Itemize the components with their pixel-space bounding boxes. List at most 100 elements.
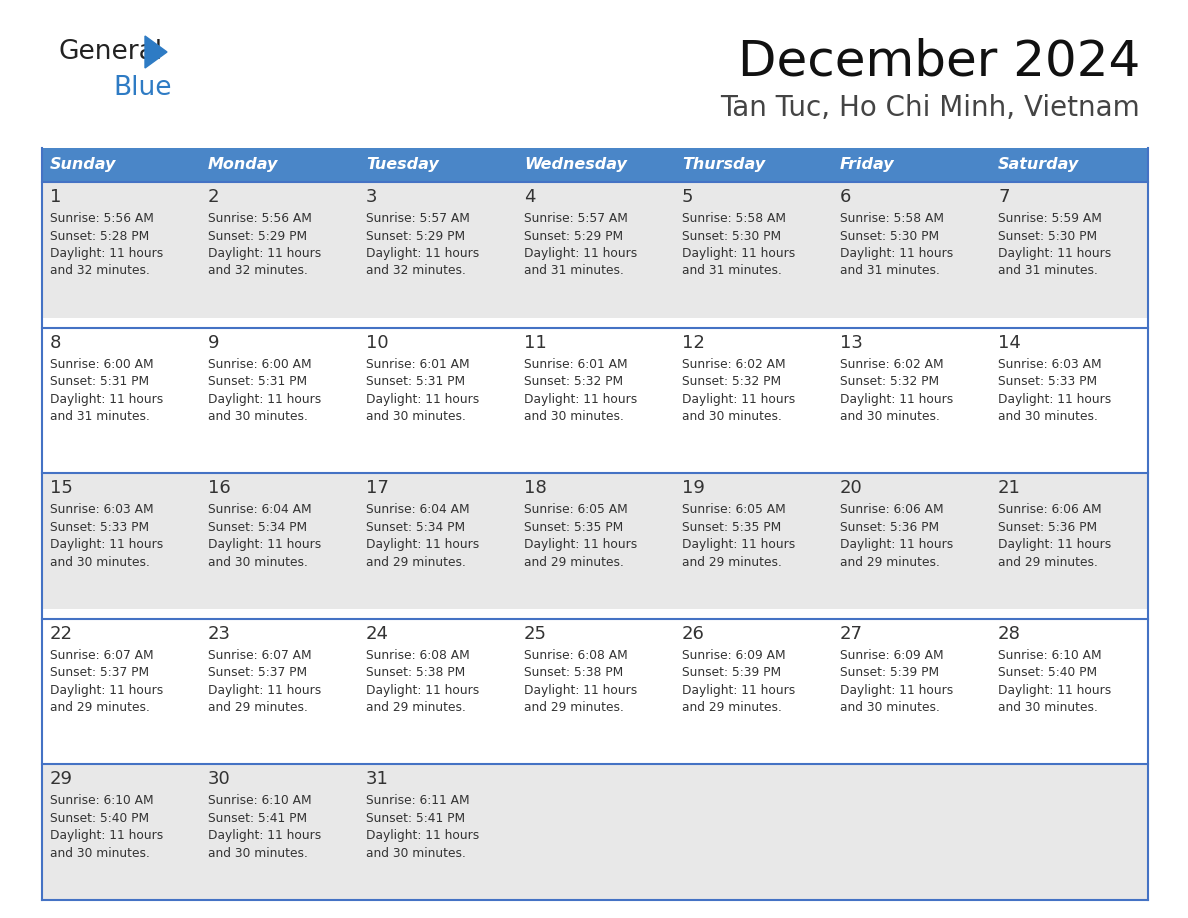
Text: 29: 29 — [50, 770, 72, 789]
Text: and 29 minutes.: and 29 minutes. — [682, 555, 782, 568]
Text: Sunset: 5:37 PM: Sunset: 5:37 PM — [208, 666, 308, 679]
Text: Sunset: 5:28 PM: Sunset: 5:28 PM — [50, 230, 150, 242]
Text: and 30 minutes.: and 30 minutes. — [840, 410, 940, 423]
Text: Daylight: 11 hours: Daylight: 11 hours — [50, 247, 163, 260]
Text: and 30 minutes.: and 30 minutes. — [366, 847, 466, 860]
Text: Daylight: 11 hours: Daylight: 11 hours — [366, 538, 479, 551]
Text: Sunrise: 6:01 AM: Sunrise: 6:01 AM — [366, 358, 469, 371]
Text: and 31 minutes.: and 31 minutes. — [998, 264, 1098, 277]
Text: Sunset: 5:31 PM: Sunset: 5:31 PM — [208, 375, 308, 388]
Text: Daylight: 11 hours: Daylight: 11 hours — [208, 538, 321, 551]
Text: Sunset: 5:31 PM: Sunset: 5:31 PM — [50, 375, 150, 388]
Text: Sunrise: 5:58 AM: Sunrise: 5:58 AM — [840, 212, 944, 225]
Text: and 31 minutes.: and 31 minutes. — [50, 410, 150, 423]
Text: Sunset: 5:41 PM: Sunset: 5:41 PM — [208, 812, 308, 825]
Text: and 29 minutes.: and 29 minutes. — [840, 555, 940, 568]
Text: Daylight: 11 hours: Daylight: 11 hours — [50, 393, 163, 406]
Text: Sunset: 5:36 PM: Sunset: 5:36 PM — [998, 521, 1098, 533]
Text: 12: 12 — [682, 333, 704, 352]
Bar — [200, 619, 358, 755]
Text: and 30 minutes.: and 30 minutes. — [998, 701, 1098, 714]
Text: Sunset: 5:30 PM: Sunset: 5:30 PM — [998, 230, 1098, 242]
Text: and 29 minutes.: and 29 minutes. — [50, 701, 150, 714]
Text: 21: 21 — [998, 479, 1020, 498]
Bar — [990, 182, 1148, 318]
Text: 1: 1 — [50, 188, 62, 206]
Text: 10: 10 — [366, 333, 388, 352]
Text: 5: 5 — [682, 188, 694, 206]
Text: Sunset: 5:40 PM: Sunset: 5:40 PM — [998, 666, 1098, 679]
Text: Sunset: 5:39 PM: Sunset: 5:39 PM — [840, 666, 940, 679]
Text: and 32 minutes.: and 32 minutes. — [366, 264, 466, 277]
Text: 13: 13 — [840, 333, 862, 352]
Text: Sunrise: 6:05 AM: Sunrise: 6:05 AM — [682, 503, 785, 516]
Bar — [990, 328, 1148, 464]
Bar — [674, 148, 832, 182]
Text: Daylight: 11 hours: Daylight: 11 hours — [840, 393, 953, 406]
Text: Sunrise: 6:01 AM: Sunrise: 6:01 AM — [524, 358, 627, 371]
Bar — [200, 328, 358, 464]
Text: Daylight: 11 hours: Daylight: 11 hours — [208, 247, 321, 260]
Text: Blue: Blue — [113, 75, 171, 101]
Text: Sunrise: 6:04 AM: Sunrise: 6:04 AM — [208, 503, 311, 516]
Bar — [674, 182, 832, 318]
Text: Daylight: 11 hours: Daylight: 11 hours — [840, 538, 953, 551]
Text: 27: 27 — [840, 625, 862, 643]
Text: and 29 minutes.: and 29 minutes. — [366, 555, 466, 568]
Text: Sunset: 5:29 PM: Sunset: 5:29 PM — [524, 230, 624, 242]
Bar — [990, 619, 1148, 755]
Text: Sunrise: 6:07 AM: Sunrise: 6:07 AM — [208, 649, 311, 662]
Text: Sunrise: 6:09 AM: Sunrise: 6:09 AM — [840, 649, 943, 662]
Text: 28: 28 — [998, 625, 1020, 643]
Text: and 31 minutes.: and 31 minutes. — [524, 264, 624, 277]
Bar — [42, 148, 200, 182]
Text: 15: 15 — [50, 479, 72, 498]
Text: Daylight: 11 hours: Daylight: 11 hours — [50, 538, 163, 551]
Text: December 2024: December 2024 — [738, 38, 1140, 86]
Text: Sunset: 5:29 PM: Sunset: 5:29 PM — [366, 230, 466, 242]
Text: Sunrise: 6:00 AM: Sunrise: 6:00 AM — [208, 358, 311, 371]
Bar — [516, 473, 674, 609]
Text: 31: 31 — [366, 770, 388, 789]
Text: and 30 minutes.: and 30 minutes. — [524, 410, 624, 423]
Bar — [832, 473, 990, 609]
Text: Daylight: 11 hours: Daylight: 11 hours — [208, 684, 321, 697]
Text: and 30 minutes.: and 30 minutes. — [208, 847, 308, 860]
Bar — [200, 473, 358, 609]
Bar — [516, 148, 674, 182]
Text: Daylight: 11 hours: Daylight: 11 hours — [50, 684, 163, 697]
Bar — [832, 328, 990, 464]
Text: Sunday: Sunday — [50, 158, 116, 173]
Text: Sunrise: 5:59 AM: Sunrise: 5:59 AM — [998, 212, 1102, 225]
Text: Sunset: 5:34 PM: Sunset: 5:34 PM — [366, 521, 466, 533]
Text: Sunset: 5:37 PM: Sunset: 5:37 PM — [50, 666, 150, 679]
Bar — [832, 619, 990, 755]
Bar — [200, 148, 358, 182]
Bar — [42, 328, 200, 464]
Bar — [832, 182, 990, 318]
Text: Sunset: 5:33 PM: Sunset: 5:33 PM — [998, 375, 1098, 388]
Text: Daylight: 11 hours: Daylight: 11 hours — [682, 538, 795, 551]
Text: 20: 20 — [840, 479, 862, 498]
Text: 7: 7 — [998, 188, 1010, 206]
Text: Sunrise: 6:02 AM: Sunrise: 6:02 AM — [840, 358, 943, 371]
Text: Sunset: 5:30 PM: Sunset: 5:30 PM — [840, 230, 940, 242]
Text: 14: 14 — [998, 333, 1020, 352]
Bar — [358, 148, 516, 182]
Text: 17: 17 — [366, 479, 388, 498]
Bar — [674, 619, 832, 755]
Text: Daylight: 11 hours: Daylight: 11 hours — [840, 247, 953, 260]
Text: and 29 minutes.: and 29 minutes. — [366, 701, 466, 714]
Text: 9: 9 — [208, 333, 220, 352]
Text: Sunrise: 6:05 AM: Sunrise: 6:05 AM — [524, 503, 627, 516]
Text: Sunset: 5:40 PM: Sunset: 5:40 PM — [50, 812, 150, 825]
Text: Daylight: 11 hours: Daylight: 11 hours — [524, 247, 637, 260]
Text: Sunrise: 5:58 AM: Sunrise: 5:58 AM — [682, 212, 786, 225]
Text: Sunset: 5:36 PM: Sunset: 5:36 PM — [840, 521, 940, 533]
Text: Sunset: 5:32 PM: Sunset: 5:32 PM — [682, 375, 782, 388]
Text: Sunrise: 6:03 AM: Sunrise: 6:03 AM — [50, 503, 153, 516]
Text: Sunrise: 6:09 AM: Sunrise: 6:09 AM — [682, 649, 785, 662]
Text: 3: 3 — [366, 188, 378, 206]
Bar — [516, 182, 674, 318]
Bar — [674, 765, 832, 900]
